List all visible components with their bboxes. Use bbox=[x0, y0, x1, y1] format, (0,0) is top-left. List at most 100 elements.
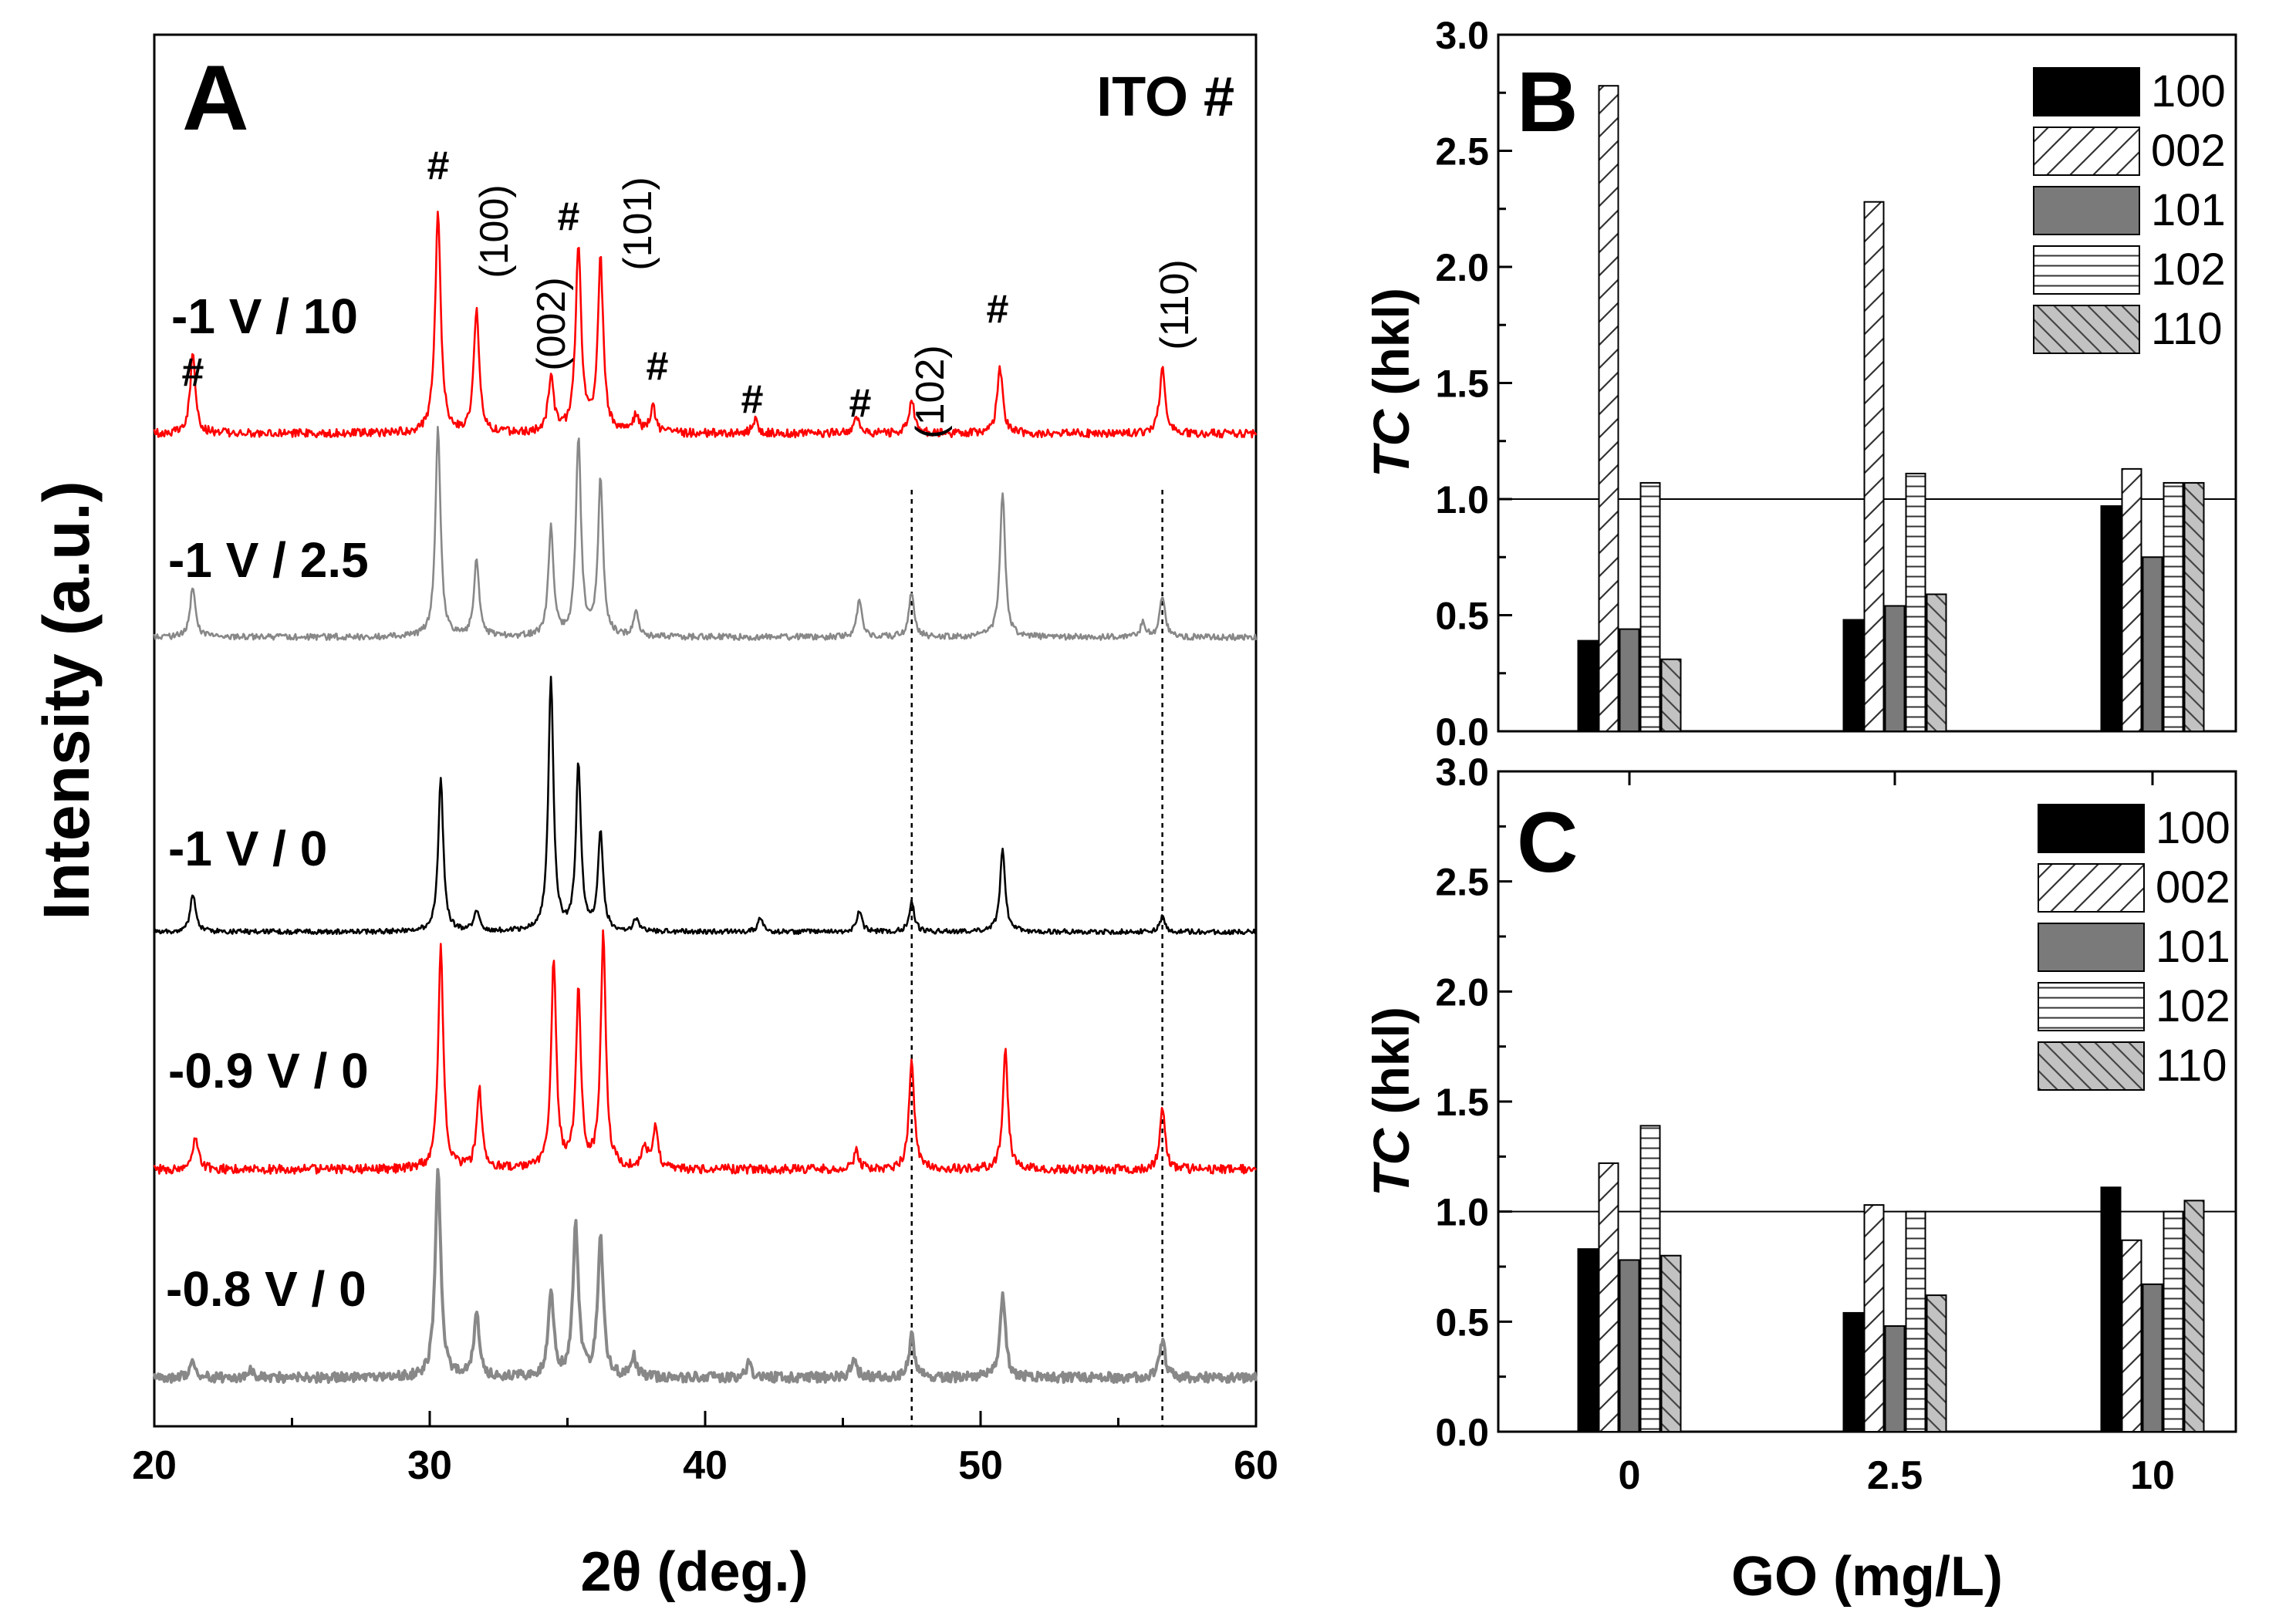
x-tick-label: 0 bbox=[1619, 1453, 1641, 1498]
panel-b-y-axis: 0.0 0.5 1.0 1.5 2.0 2.5 3.0 bbox=[1435, 14, 2236, 785]
legend-label-100: 100 bbox=[2151, 66, 2226, 116]
panel-a-series-label: -1 V / 2.5 bbox=[168, 532, 369, 588]
bar-101 bbox=[1619, 628, 1640, 732]
y-tick-label: 0.5 bbox=[1435, 595, 1489, 638]
bar-002 bbox=[1598, 1162, 1619, 1432]
y-tick-label: 2.0 bbox=[1435, 970, 1489, 1014]
panel-a-hash-marker: # bbox=[182, 350, 204, 395]
panel-b-label: B bbox=[1517, 55, 1578, 150]
bar-102 bbox=[1905, 472, 1926, 732]
legend-swatch-110 bbox=[2038, 1041, 2145, 1091]
panel-b-ylabel-italic: TC bbox=[1362, 409, 1420, 477]
panel-a-trace bbox=[153, 211, 1258, 439]
legend-label-102: 102 bbox=[2156, 981, 2230, 1031]
bar-100 bbox=[2100, 1186, 2122, 1433]
panel-a-xlabel: 2θ (deg.) bbox=[581, 1541, 809, 1603]
panel-c-ylabel-italic: TC bbox=[1362, 1128, 1420, 1196]
panel-a-traces bbox=[153, 211, 1258, 1384]
panel-a-x-axis: 20 30 40 50 60 bbox=[132, 1411, 1278, 1488]
panel-a-hkl-label: (101) bbox=[616, 177, 660, 270]
y-tick-label: 0.0 bbox=[1435, 1411, 1489, 1454]
panel-a-frame bbox=[153, 33, 1258, 1428]
panel-a-series-label: -0.8 V / 0 bbox=[166, 1261, 366, 1317]
panel-a-hash-marker: # bbox=[427, 143, 450, 188]
legend-label-100: 100 bbox=[2156, 803, 2230, 853]
legend-label-110: 110 bbox=[2156, 1041, 2227, 1091]
panel-a-series-label: -1 V / 10 bbox=[171, 288, 358, 344]
bar-110 bbox=[2183, 481, 2205, 732]
y-tick-label: 1.5 bbox=[1435, 1081, 1489, 1124]
panel-a-x-tick-label: 30 bbox=[407, 1443, 452, 1488]
bar-100 bbox=[1577, 639, 1599, 732]
bar-102 bbox=[1639, 481, 1661, 732]
bar-101 bbox=[1884, 1325, 1906, 1433]
panel-a-x-tick-label: 60 bbox=[1234, 1443, 1278, 1488]
y-tick-label: 1.5 bbox=[1435, 363, 1489, 406]
panel-a-x-tick-label: 20 bbox=[132, 1443, 177, 1488]
legend-swatch-102 bbox=[2038, 982, 2145, 1031]
panel-c-y-axis: 0.0 0.5 1.0 1.5 2.0 2.5 3.0 bbox=[1435, 751, 2236, 1454]
panel-c-label: C bbox=[1517, 795, 1578, 890]
panel-a-x-tick-label: 40 bbox=[683, 1443, 728, 1488]
bar-002 bbox=[1863, 201, 1885, 733]
panel-a-series-labels: -1 V / 10 -1 V / 2.5 -1 V / 0 -0.9 V / 0 -0.… bbox=[166, 288, 369, 1317]
legend-swatch-101 bbox=[2033, 186, 2140, 235]
bar-110 bbox=[1660, 1254, 1682, 1432]
panel-a-annotations: # # # # # # # (100) (002) (101) (102) (110) bbox=[182, 143, 1197, 439]
bar-002 bbox=[2121, 467, 2142, 732]
panel-a-hash-marker: # bbox=[647, 344, 669, 389]
panel-a-trace bbox=[153, 1168, 1258, 1384]
x-tick-label: 10 bbox=[2130, 1453, 2175, 1498]
panel-c-ylabel-rest: (hkl) bbox=[1362, 1007, 1420, 1129]
legend-label-002: 002 bbox=[2156, 862, 2230, 913]
panel-b-bars bbox=[1577, 85, 2205, 733]
panel-a-ylabel: Intensity (a.u.) bbox=[30, 481, 103, 919]
panel-a-label: A bbox=[182, 46, 249, 150]
panel-a-hkl-label: (102) bbox=[908, 345, 953, 438]
panel-a-trace bbox=[153, 929, 1258, 1175]
bar-100 bbox=[1842, 1311, 1864, 1433]
legend-swatch-102 bbox=[2033, 245, 2140, 295]
y-tick-label: 3.0 bbox=[1435, 751, 1489, 794]
bar-101 bbox=[2142, 556, 2163, 732]
bar-002 bbox=[1863, 1204, 1885, 1433]
panel-a: A ITO # 20 30 40 50 60 -1 V / 10-1 V / 2.5-1… bbox=[30, 33, 1278, 1603]
panel-c-legend: 100 002 101 102 110 bbox=[2038, 803, 2230, 1091]
bar-102 bbox=[1639, 1125, 1661, 1433]
panel-a-series-label: -0.9 V / 0 bbox=[168, 1043, 369, 1098]
panel-b-legend: 100 002 101 102 110 bbox=[2033, 66, 2226, 354]
y-tick-label: 3.0 bbox=[1435, 14, 1489, 57]
panel-c-bars bbox=[1577, 1125, 2205, 1433]
legend-label-002: 002 bbox=[2151, 126, 2226, 176]
bar-101 bbox=[1619, 1259, 1640, 1432]
bar-102 bbox=[2163, 481, 2184, 732]
panel-a-trace bbox=[153, 426, 1258, 642]
panel-b: B 0.00.51.01.52.02.53.0 100002101102110 … bbox=[1362, 14, 2237, 785]
bar-110 bbox=[1660, 658, 1682, 732]
panel-b-ylabel-rest: (hkl) bbox=[1362, 288, 1420, 410]
bar-110 bbox=[1926, 1294, 1947, 1433]
legend-swatch-100 bbox=[2038, 804, 2145, 853]
y-tick-label: 0.0 bbox=[1435, 710, 1489, 754]
x-tick-label: 2.5 bbox=[1867, 1453, 1923, 1498]
panel-a-hash-marker: # bbox=[741, 377, 764, 422]
panel-b-ylabel: TC (hkl) bbox=[1362, 288, 1420, 477]
panel-c-ylabel: TC (hkl) bbox=[1362, 1007, 1420, 1196]
panel-c: C 0.0 0.5 1.0 1.5 2.0 2.5 3.0 0 2.5 10 100 002 101… bbox=[1362, 751, 2237, 1608]
bar-102 bbox=[1905, 1210, 1926, 1432]
panel-a-hkl-label: (100) bbox=[472, 184, 517, 278]
bar-110 bbox=[1926, 593, 1947, 732]
panel-a-hkl-label: (002) bbox=[529, 277, 574, 370]
panel-a-corner-label: ITO # bbox=[1096, 66, 1234, 128]
legend-label-110: 110 bbox=[2151, 304, 2222, 354]
panel-a-hkl-label: (110) bbox=[1153, 259, 1197, 350]
bar-100 bbox=[1577, 1248, 1599, 1432]
y-tick-label: 2.5 bbox=[1435, 861, 1489, 904]
bar-002 bbox=[1598, 85, 1619, 733]
bar-002 bbox=[2121, 1239, 2142, 1433]
legend-swatch-002 bbox=[2038, 863, 2145, 913]
legend-label-101: 101 bbox=[2151, 185, 2226, 235]
panel-c-xlabel: GO (mg/L) bbox=[1731, 1546, 2003, 1608]
legend-swatch-002 bbox=[2033, 127, 2140, 176]
